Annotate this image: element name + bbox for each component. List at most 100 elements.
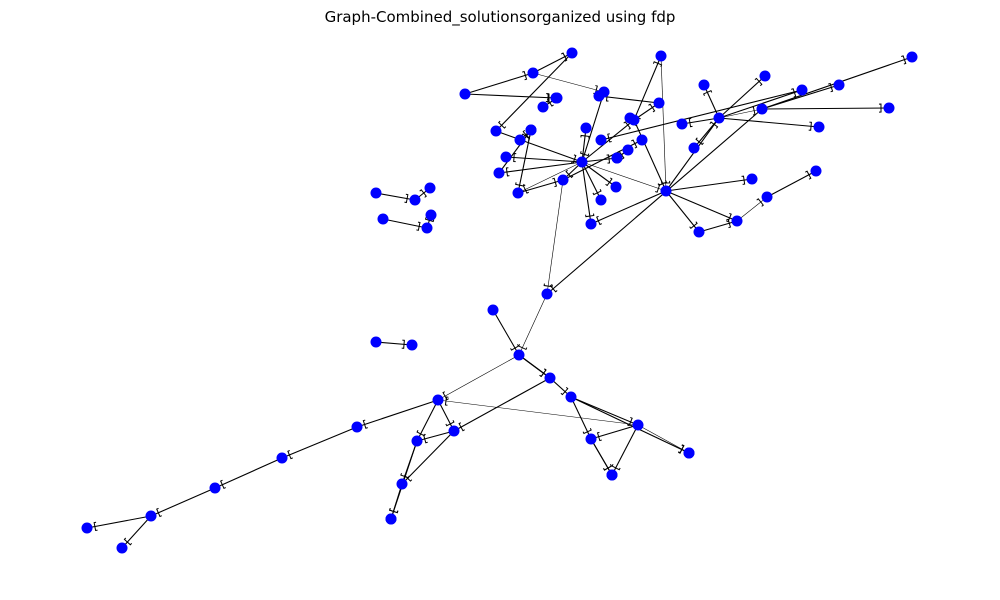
edge-arrowhead xyxy=(617,150,625,160)
graph-edge xyxy=(581,127,587,163)
graph-node xyxy=(409,194,421,206)
graph-node xyxy=(525,124,537,136)
edge-arrowhead xyxy=(579,151,590,157)
graph-edge xyxy=(703,84,720,119)
graph-node xyxy=(693,226,705,238)
graph-edge xyxy=(546,179,564,295)
graph-node xyxy=(595,134,607,146)
edge-arrowhead xyxy=(546,97,554,107)
edge-arrowhead xyxy=(585,213,595,218)
graph-node xyxy=(565,391,577,403)
graph-node xyxy=(448,425,460,437)
graph-edge xyxy=(517,161,583,194)
graph-edge xyxy=(546,108,763,295)
edge-arrowhead xyxy=(695,137,704,146)
edge-arrowhead xyxy=(688,117,693,128)
edge-arrowhead xyxy=(156,507,162,518)
graph-edge xyxy=(416,430,455,442)
edge-arrowhead xyxy=(689,221,698,229)
graph-node xyxy=(683,447,695,459)
graph-edge xyxy=(401,430,455,485)
graph-node xyxy=(487,304,499,316)
edge-arrowhead xyxy=(741,175,746,185)
graph-edge xyxy=(766,170,817,198)
graph-edge xyxy=(532,52,573,74)
graph-node xyxy=(396,478,408,490)
graph-node xyxy=(370,187,382,199)
graph-edge xyxy=(665,178,753,192)
edge-arrowhead xyxy=(580,134,590,139)
graph-node xyxy=(421,222,433,234)
graph-edge xyxy=(633,119,667,192)
graph-node xyxy=(544,372,556,384)
edge-arrowhead xyxy=(521,133,531,141)
graph-edge xyxy=(492,309,520,356)
edge-arrowhead xyxy=(754,77,763,87)
edge-arrowhead xyxy=(805,170,812,180)
graph-node xyxy=(595,194,607,206)
graph-edge xyxy=(390,483,403,520)
edge-arrowhead xyxy=(756,198,764,207)
graph-edge xyxy=(495,130,583,163)
graph-node xyxy=(512,187,524,199)
edge-arrowhead xyxy=(416,221,421,231)
edge-arrowhead xyxy=(522,129,531,139)
edge-arrowhead xyxy=(513,153,517,163)
graph-node xyxy=(746,173,758,185)
graph-node xyxy=(585,433,597,445)
edge-arrowhead xyxy=(611,464,621,471)
edge-arrowhead xyxy=(424,217,435,223)
graph-edge xyxy=(464,93,557,99)
graph-edge xyxy=(570,396,592,440)
edge-arrowhead xyxy=(388,508,399,514)
graph-node xyxy=(370,336,382,348)
graph-node xyxy=(425,209,437,221)
edge-arrowhead xyxy=(552,177,558,188)
graph-node xyxy=(145,510,157,522)
graph-edge xyxy=(581,161,592,225)
graph-node xyxy=(756,103,768,115)
graph-node xyxy=(833,79,845,91)
graph-edge xyxy=(518,354,551,379)
edge-arrowhead xyxy=(400,473,410,479)
edge-arrowhead xyxy=(791,88,797,98)
graph-edge xyxy=(498,161,583,174)
graph-edge xyxy=(495,52,573,132)
graph-node xyxy=(593,90,605,102)
edge-arrowhead xyxy=(561,52,568,62)
edge-arrowhead xyxy=(220,479,226,490)
graph-edge xyxy=(718,117,820,128)
graph-node xyxy=(493,167,505,179)
edge-arrowhead xyxy=(442,391,449,401)
graph-node xyxy=(537,101,549,113)
graph-node xyxy=(653,97,665,109)
graph-edge xyxy=(637,424,690,454)
graph-node xyxy=(713,112,725,124)
edge-arrowhead xyxy=(543,283,553,288)
edge-arrowhead xyxy=(657,180,668,187)
edge-arrowhead xyxy=(808,121,812,131)
edge-arrowhead xyxy=(510,344,520,351)
graph-node xyxy=(759,70,771,82)
edge-arrowhead xyxy=(605,177,613,187)
edge-arrowhead xyxy=(416,430,426,437)
graph-node xyxy=(209,482,221,494)
edge-arrowhead xyxy=(498,120,507,129)
edge-arrowhead xyxy=(661,180,671,184)
graph-edge xyxy=(453,377,551,432)
edge-arrowhead xyxy=(726,218,732,229)
graph-node xyxy=(636,134,648,146)
graph-edge xyxy=(570,396,639,426)
graph-edge xyxy=(698,220,738,233)
graph-node xyxy=(676,118,688,130)
graph-edge xyxy=(86,515,152,529)
graph-edge xyxy=(498,129,532,174)
edge-arrowhead xyxy=(522,184,529,194)
graph-edge xyxy=(693,117,720,149)
graph-edge xyxy=(598,95,660,104)
graph-edge xyxy=(375,192,416,201)
edge-arrowhead xyxy=(828,82,834,93)
graph-node xyxy=(610,181,622,193)
graph-edge xyxy=(517,129,532,194)
